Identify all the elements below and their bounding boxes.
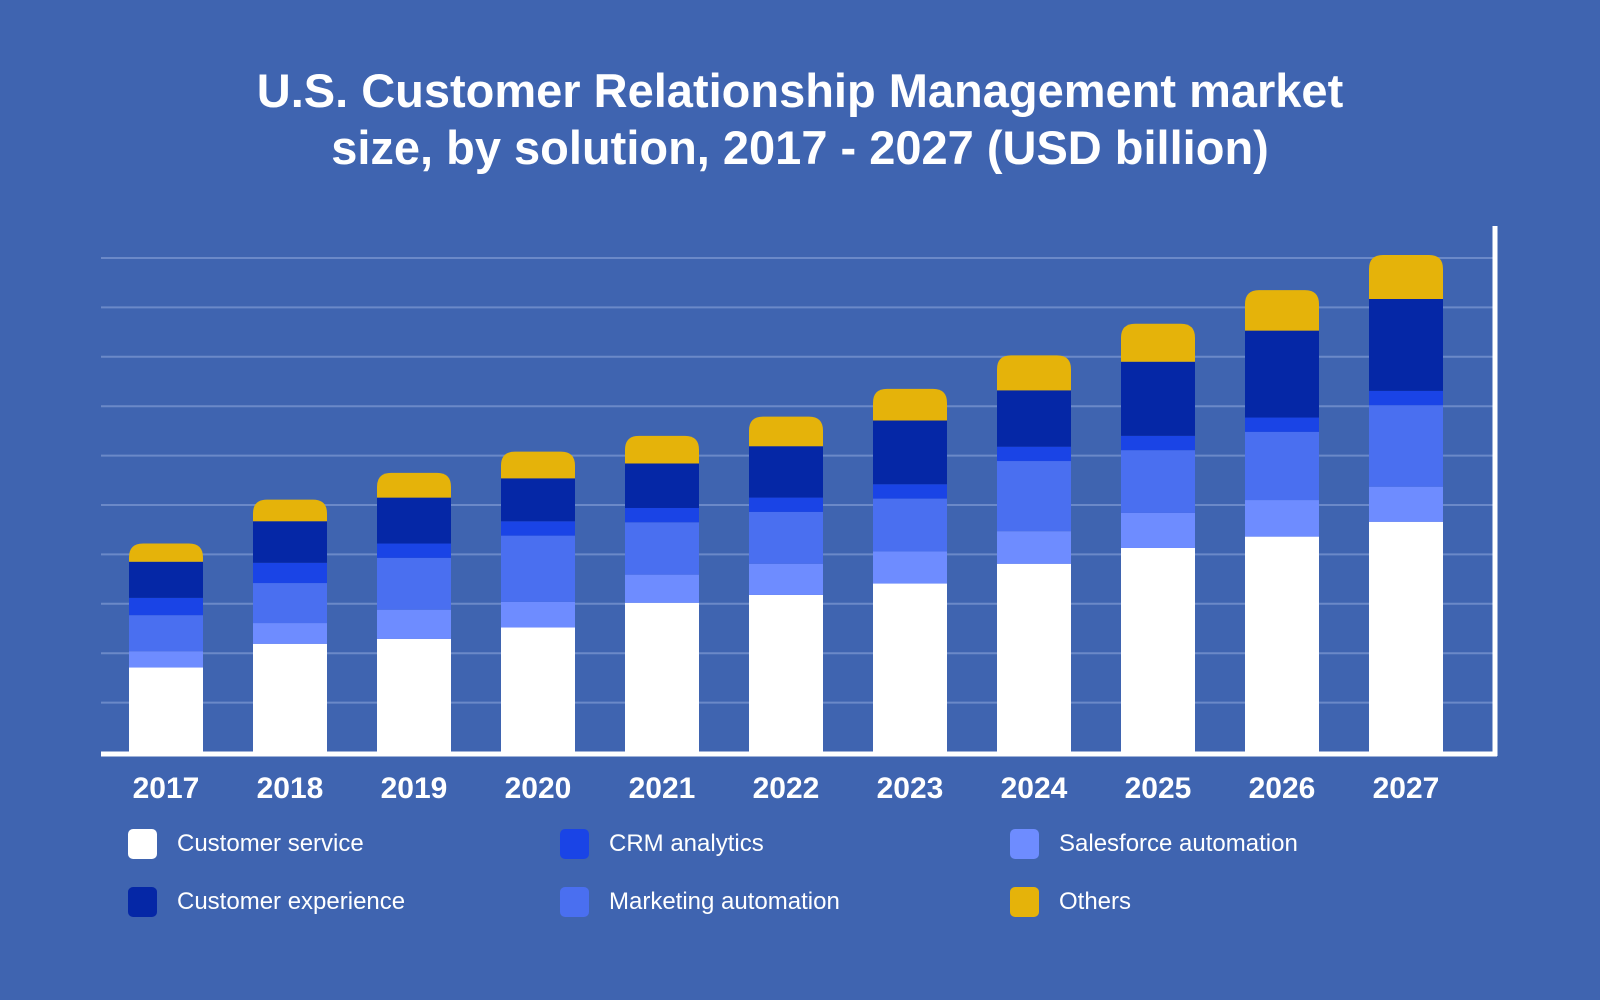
bar-segment-salesforce-automation [377,609,451,639]
legend-item-customer-experience: Customer experience [128,886,405,918]
legend-item-marketing-automation: Marketing automation [560,886,840,918]
legend-label: Others [1059,888,1132,915]
stacked-bar-chart: 2017 2018 2019 2020 2021 2022 2023 2024 2025 2026… [101,226,1498,800]
bar-segment-crm-analytics [377,543,451,558]
bar-segment-marketing-automation [749,511,823,564]
bar-segment-crm-analytics [873,484,947,499]
bar-segment-customer-service [997,563,1071,752]
bar-segment-customer-service [1369,521,1443,752]
bar-segment-salesforce-automation [873,551,947,584]
bar-segment-marketing-automation [625,522,699,575]
bar-segment-others [1369,255,1443,300]
bar-segment-customer-experience [1369,299,1443,391]
bar-segment-others [997,355,1071,391]
x-tick-label: 2017 [133,772,200,800]
bar-segment-customer-experience [377,497,451,544]
bar-segment-customer-experience [625,463,699,508]
bar-segment-crm-analytics [501,521,575,536]
x-tick-label: 2019 [381,772,448,800]
bar-segment-salesforce-automation [1369,486,1443,522]
bar-segment-customer-experience [1245,330,1319,418]
bar-segment-others [129,543,203,562]
x-tick-label: 2022 [753,772,820,800]
bar-segment-others [1245,290,1319,331]
bar-segment-marketing-automation [1121,450,1195,513]
bar-segment-marketing-automation [873,498,947,552]
legend-swatch [560,829,589,859]
bar-segment-customer-service [129,667,203,752]
bar-segment-customer-experience [501,478,575,522]
bar-segment-others [501,451,575,479]
bar-segment-marketing-automation [1245,431,1319,501]
x-tick-label: 2027 [1373,772,1440,800]
bar-segment-marketing-automation [253,583,327,624]
legend-swatch [560,887,589,917]
bar-segment-marketing-automation [129,615,203,652]
legend-item-crm-analytics: CRM analytics [560,828,764,860]
bar-segment-marketing-automation [997,461,1071,532]
x-tick-label: 2018 [257,772,324,800]
bar-segment-marketing-automation [1369,405,1443,487]
legend-label: Salesforce automation [1059,830,1298,857]
chart-title: U.S. Customer Relationship Management ma… [0,62,1600,176]
bar-segment-customer-service [1245,536,1319,752]
bar-segment-customer-service [253,643,327,752]
bar-segment-crm-analytics [625,507,699,523]
bar-segment-customer-service [1121,547,1195,752]
bar-segment-customer-service [749,594,823,752]
bar-segment-crm-analytics [253,562,327,584]
bar-segment-customer-service [377,638,451,752]
bar-segment-salesforce-automation [997,531,1071,564]
bar-segment-salesforce-automation [1121,512,1195,548]
x-tick-label: 2026 [1249,772,1316,800]
bar-segment-customer-experience [1121,361,1195,436]
chart-title-line-2: size, by solution, 2017 - 2027 (USD bill… [331,121,1269,174]
bar-segment-crm-analytics [997,446,1071,462]
bar-segment-others [749,416,823,447]
bar-segment-customer-experience [129,561,203,598]
bar-segment-crm-analytics [1369,390,1443,406]
bar-segment-salesforce-automation [129,651,203,668]
bar-segment-crm-analytics [1121,435,1195,451]
legend-swatch [128,829,157,859]
bar-segment-customer-service [501,627,575,752]
legend-item-salesforce-automation: Salesforce automation [1010,828,1298,860]
bar-segment-customer-service [625,602,699,752]
x-tick-label: 2025 [1125,772,1192,800]
bar-segment-customer-experience [253,521,327,563]
bar-segment-others [253,499,327,522]
legend-item-customer-service: Customer service [128,828,364,860]
bar-segment-customer-experience [749,446,823,498]
bar-segment-salesforce-automation [625,574,699,603]
bar-segment-marketing-automation [501,535,575,602]
chart-title-line-1: U.S. Customer Relationship Management ma… [256,64,1344,117]
legend-swatch [1010,829,1039,859]
legend-swatch [1010,887,1039,917]
legend-label: Customer experience [177,888,406,915]
bar-segment-marketing-automation [377,557,451,610]
legend-item-others: Others [1010,886,1131,918]
legend-label: Customer service [177,830,364,857]
bar-segment-salesforce-automation [1245,500,1319,537]
bar-segment-crm-analytics [129,597,203,616]
bar-segment-customer-service [873,583,947,752]
bar-segment-others [1121,323,1195,362]
x-tick-label: 2021 [629,772,696,800]
bar-segment-salesforce-automation [749,563,823,595]
bar-segment-salesforce-automation [253,623,327,644]
bar-segment-customer-experience [997,390,1071,447]
bar-segment-others [377,472,451,498]
bar-segment-others [625,435,699,464]
bar-segment-customer-experience [873,420,947,485]
bar-segment-crm-analytics [1245,417,1319,432]
legend-label: Marketing automation [609,888,840,915]
bar-segment-salesforce-automation [501,601,575,628]
bar-segment-crm-analytics [749,497,823,512]
legend-label: CRM analytics [609,830,764,857]
bar-segment-others [873,388,947,421]
x-tick-label: 2024 [1001,772,1068,800]
x-tick-label: 2023 [877,772,944,800]
legend-swatch [128,887,157,917]
x-tick-label: 2020 [505,772,572,800]
